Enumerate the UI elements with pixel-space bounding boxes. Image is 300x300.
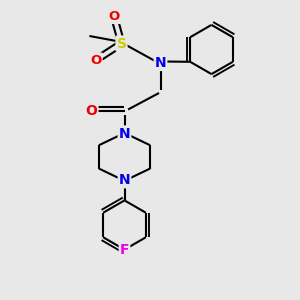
Text: N: N <box>155 56 166 70</box>
Text: O: O <box>108 10 120 23</box>
Text: F: F <box>120 243 129 256</box>
Text: O: O <box>90 53 102 67</box>
Text: O: O <box>85 104 98 118</box>
Text: N: N <box>119 173 130 187</box>
Text: N: N <box>119 127 130 140</box>
Text: S: S <box>116 37 127 50</box>
